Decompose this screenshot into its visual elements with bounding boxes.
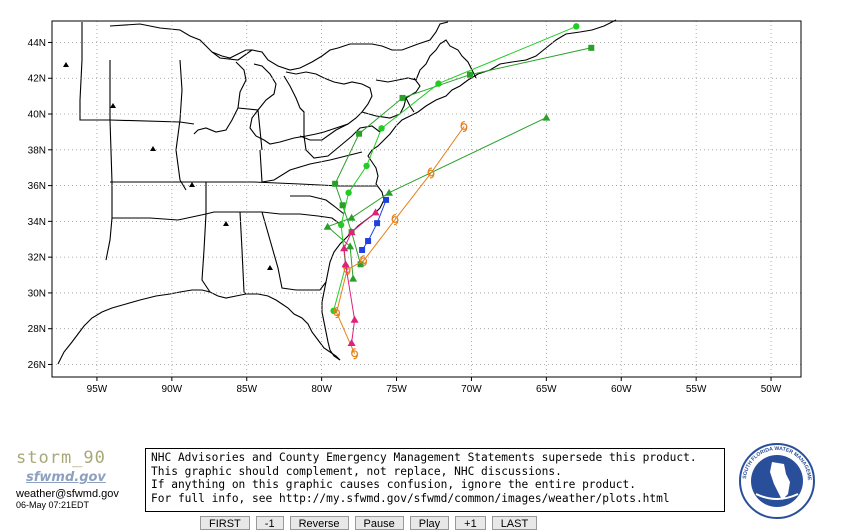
station-marker (110, 103, 116, 108)
disclaimer-line[interactable]: For full info, see http://my.sfwmd.gov/s… (151, 491, 670, 505)
lat-label: 28N (28, 324, 46, 335)
lon-label: 55W (686, 384, 707, 395)
lat-label: 34N (28, 217, 46, 228)
lon-label: 95W (87, 384, 108, 395)
track-point (350, 315, 359, 323)
lat-label: 38N (28, 145, 46, 156)
track-blue-squares (359, 196, 390, 253)
forecast-tracks (323, 23, 595, 360)
animation-controls: FIRST -1 Reverse Pause Play +1 LAST (200, 516, 538, 530)
track-green-circles (330, 23, 580, 315)
track-point (378, 125, 385, 132)
track-point (399, 94, 406, 101)
track-orange-tropical (333, 120, 468, 360)
track-point (339, 202, 346, 209)
track-green-triangles (323, 113, 551, 282)
track-point (385, 188, 394, 196)
track-point (356, 130, 363, 137)
latitude-axis: 44N 42N 40N 38N 36N 34N 32N 30N 28N 26N (28, 38, 52, 371)
contact-email[interactable]: weather@sfwmd.gov (16, 488, 119, 500)
lat-label: 42N (28, 74, 46, 85)
lon-label: 75W (386, 384, 407, 395)
track-map: 44N 42N 40N 38N 36N 34N 32N 30N 28N 26N 95W 90W 85W… (28, 19, 802, 395)
lat-label: 30N (28, 288, 46, 299)
storm-symbol-icon (333, 306, 341, 319)
disclaimer-line: NHC Advisories and County Emergency Mana… (151, 451, 697, 464)
track-point (323, 222, 332, 230)
track-point (346, 242, 355, 250)
disclaimer-box: NHC Advisories and County Emergency Mana… (145, 448, 725, 512)
track-line (343, 212, 376, 344)
station-marker (150, 146, 156, 151)
lon-label: 60W (611, 384, 632, 395)
track-point (363, 162, 370, 170)
storm-symbol-icon (391, 213, 399, 226)
station-marker (63, 62, 69, 67)
disclaimer-line: This graphic should complement, not repl… (151, 464, 562, 478)
track-point (341, 260, 350, 268)
station-marker (189, 182, 195, 187)
step-forward-button[interactable]: +1 (455, 516, 486, 530)
storm-symbol-icon (427, 167, 435, 179)
track-point (466, 71, 473, 78)
track-point (347, 213, 356, 221)
track-point (365, 238, 372, 245)
play-button[interactable]: Play (409, 516, 450, 530)
station-marker (267, 265, 273, 270)
lon-label: 85W (236, 384, 257, 395)
lat-label: 32N (28, 253, 46, 264)
station-marker (223, 221, 229, 226)
sfwmd-logo[interactable]: sfwmd.gov (26, 470, 106, 485)
track-point (359, 246, 366, 253)
step-back-button[interactable]: -1 (255, 516, 284, 530)
track-point (435, 80, 442, 87)
timestamp: 06-May 07:21EDT (16, 500, 90, 510)
storm-symbol-icon (351, 348, 358, 360)
track-point (347, 228, 356, 236)
track-magenta-triangles (340, 208, 380, 347)
lat-label: 44N (28, 38, 46, 49)
track-point (542, 113, 551, 121)
track-point (573, 23, 580, 30)
track-point (371, 208, 380, 216)
lon-label: 65W (536, 384, 557, 395)
storm-symbol-icon (460, 120, 468, 133)
district-seal-icon: SOUTH FLORIDA WATER MANAGEMENT DISTRICT (738, 442, 815, 519)
storm-name: storm_90 (16, 448, 106, 468)
lon-label: 50W (761, 384, 782, 395)
track-point (349, 274, 358, 282)
disclaimer-line: If anything on this graphic causes confu… (151, 478, 636, 491)
last-button[interactable]: LAST (491, 516, 538, 530)
track-line (333, 25, 577, 311)
map-border (51, 20, 802, 378)
lon-label: 90W (162, 384, 183, 395)
track-point (332, 180, 339, 187)
track-point (340, 244, 349, 252)
track-point (345, 189, 352, 196)
track-point (374, 220, 381, 227)
lon-label: 80W (311, 384, 332, 395)
first-button[interactable]: FIRST (200, 516, 250, 530)
lat-label: 26N (28, 360, 46, 371)
reverse-button[interactable]: Reverse (289, 516, 349, 530)
track-line (361, 199, 387, 251)
lat-label: 40N (28, 110, 46, 121)
longitude-axis: 95W 90W 85W 80W 75W 70W 65W 60W 55W 50W (87, 377, 782, 395)
graticule (52, 21, 801, 377)
track-point (383, 196, 390, 203)
track-point (337, 221, 345, 229)
track-line (334, 47, 592, 265)
lon-label: 70W (461, 384, 482, 395)
track-point (588, 44, 595, 51)
station-markers (63, 62, 273, 270)
pause-button[interactable]: Pause (354, 516, 404, 530)
footer: storm_90 sfwmd.gov weather@sfwmd.gov 06-… (0, 440, 847, 530)
land-borders (57, 19, 617, 365)
track-line (336, 126, 465, 354)
storm-symbol-icon (360, 255, 367, 267)
track-line (326, 117, 547, 279)
track-point (347, 339, 356, 347)
track-point (357, 261, 364, 268)
lat-label: 36N (28, 181, 46, 192)
